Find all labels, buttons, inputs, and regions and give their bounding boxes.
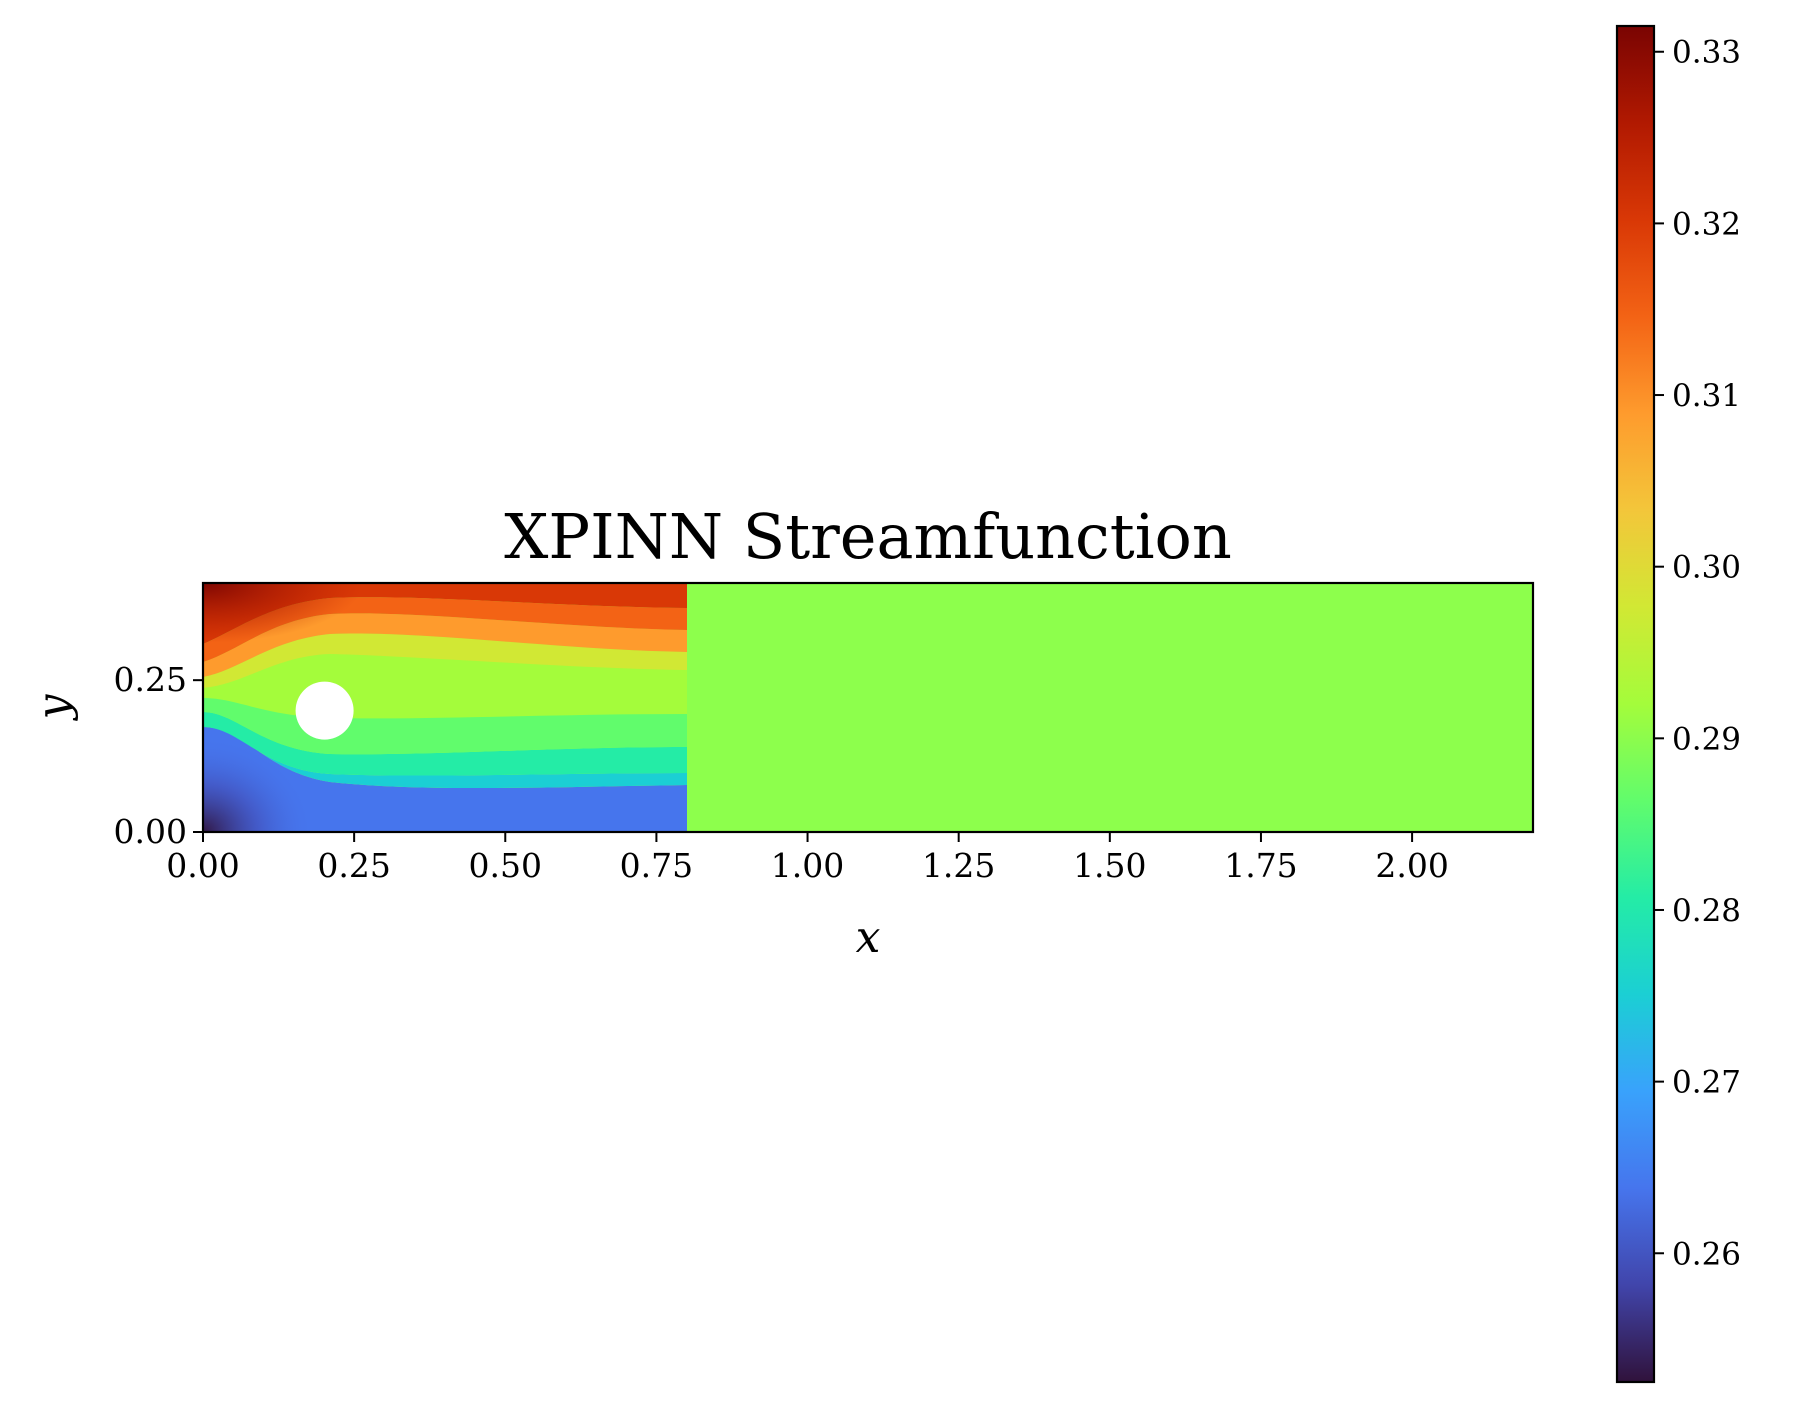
x-tick-label: 0.50 bbox=[469, 846, 542, 885]
colorbar-tick-label: 0.26 bbox=[1672, 1236, 1741, 1272]
top-left-corner-shade bbox=[203, 583, 363, 643]
band-blue-low bbox=[203, 727, 687, 832]
x-tick-label: 1.25 bbox=[922, 846, 995, 885]
y-axis-label: y bbox=[28, 693, 79, 721]
colorbar-gradient bbox=[1615, 24, 1656, 1384]
colorbar-tick-label: 0.28 bbox=[1672, 893, 1741, 929]
colorbar: 0.26 0.27 0.28 0.29 0.30 0.31 0.32 0.33 bbox=[1615, 24, 1741, 1384]
plot-area bbox=[201, 581, 1535, 834]
colorbar-ticks: 0.26 0.27 0.28 0.29 0.30 0.31 0.32 0.33 bbox=[1654, 35, 1741, 1272]
x-axis-label: x bbox=[856, 912, 881, 963]
x-axis-ticks: 0.00 0.25 0.50 0.75 1.00 1.25 1.50 1.75 2.00 bbox=[166, 832, 1449, 885]
bottom-left-corner-shade bbox=[203, 737, 313, 832]
y-tick-label: 0.00 bbox=[114, 812, 187, 851]
y-axis-ticks: 0.00 0.25 bbox=[114, 660, 203, 851]
x-tick-label: 1.50 bbox=[1073, 846, 1146, 885]
colorbar-tick-label: 0.32 bbox=[1672, 206, 1741, 242]
x-tick-label: 1.00 bbox=[771, 846, 844, 885]
band-yellow bbox=[203, 633, 687, 688]
band-mint bbox=[203, 712, 687, 776]
colorbar-tick-label: 0.27 bbox=[1672, 1065, 1741, 1101]
x-tick-label: 1.75 bbox=[1224, 846, 1297, 885]
band-green bbox=[203, 698, 687, 755]
x-tick-label: 0.25 bbox=[317, 846, 390, 885]
x-tick-label: 0.00 bbox=[166, 846, 239, 885]
plot-frame bbox=[201, 581, 1535, 834]
cylinder-obstacle bbox=[295, 681, 354, 740]
band-cyan bbox=[203, 727, 687, 789]
x-tick-label: 2.00 bbox=[1375, 846, 1448, 885]
colorbar-tick-label: 0.33 bbox=[1672, 35, 1741, 71]
x-tick-label: 0.75 bbox=[620, 846, 693, 885]
colorbar-tick-label: 0.30 bbox=[1672, 550, 1741, 586]
subdomain-1-field bbox=[203, 583, 687, 832]
chart-title: XPINN Streamfunction bbox=[504, 500, 1232, 573]
subdomain-2-field bbox=[687, 583, 1533, 832]
colorbar-tick-label: 0.31 bbox=[1672, 378, 1741, 414]
y-tick-label: 0.25 bbox=[114, 660, 187, 699]
colorbar-tick-label: 0.29 bbox=[1672, 721, 1741, 757]
